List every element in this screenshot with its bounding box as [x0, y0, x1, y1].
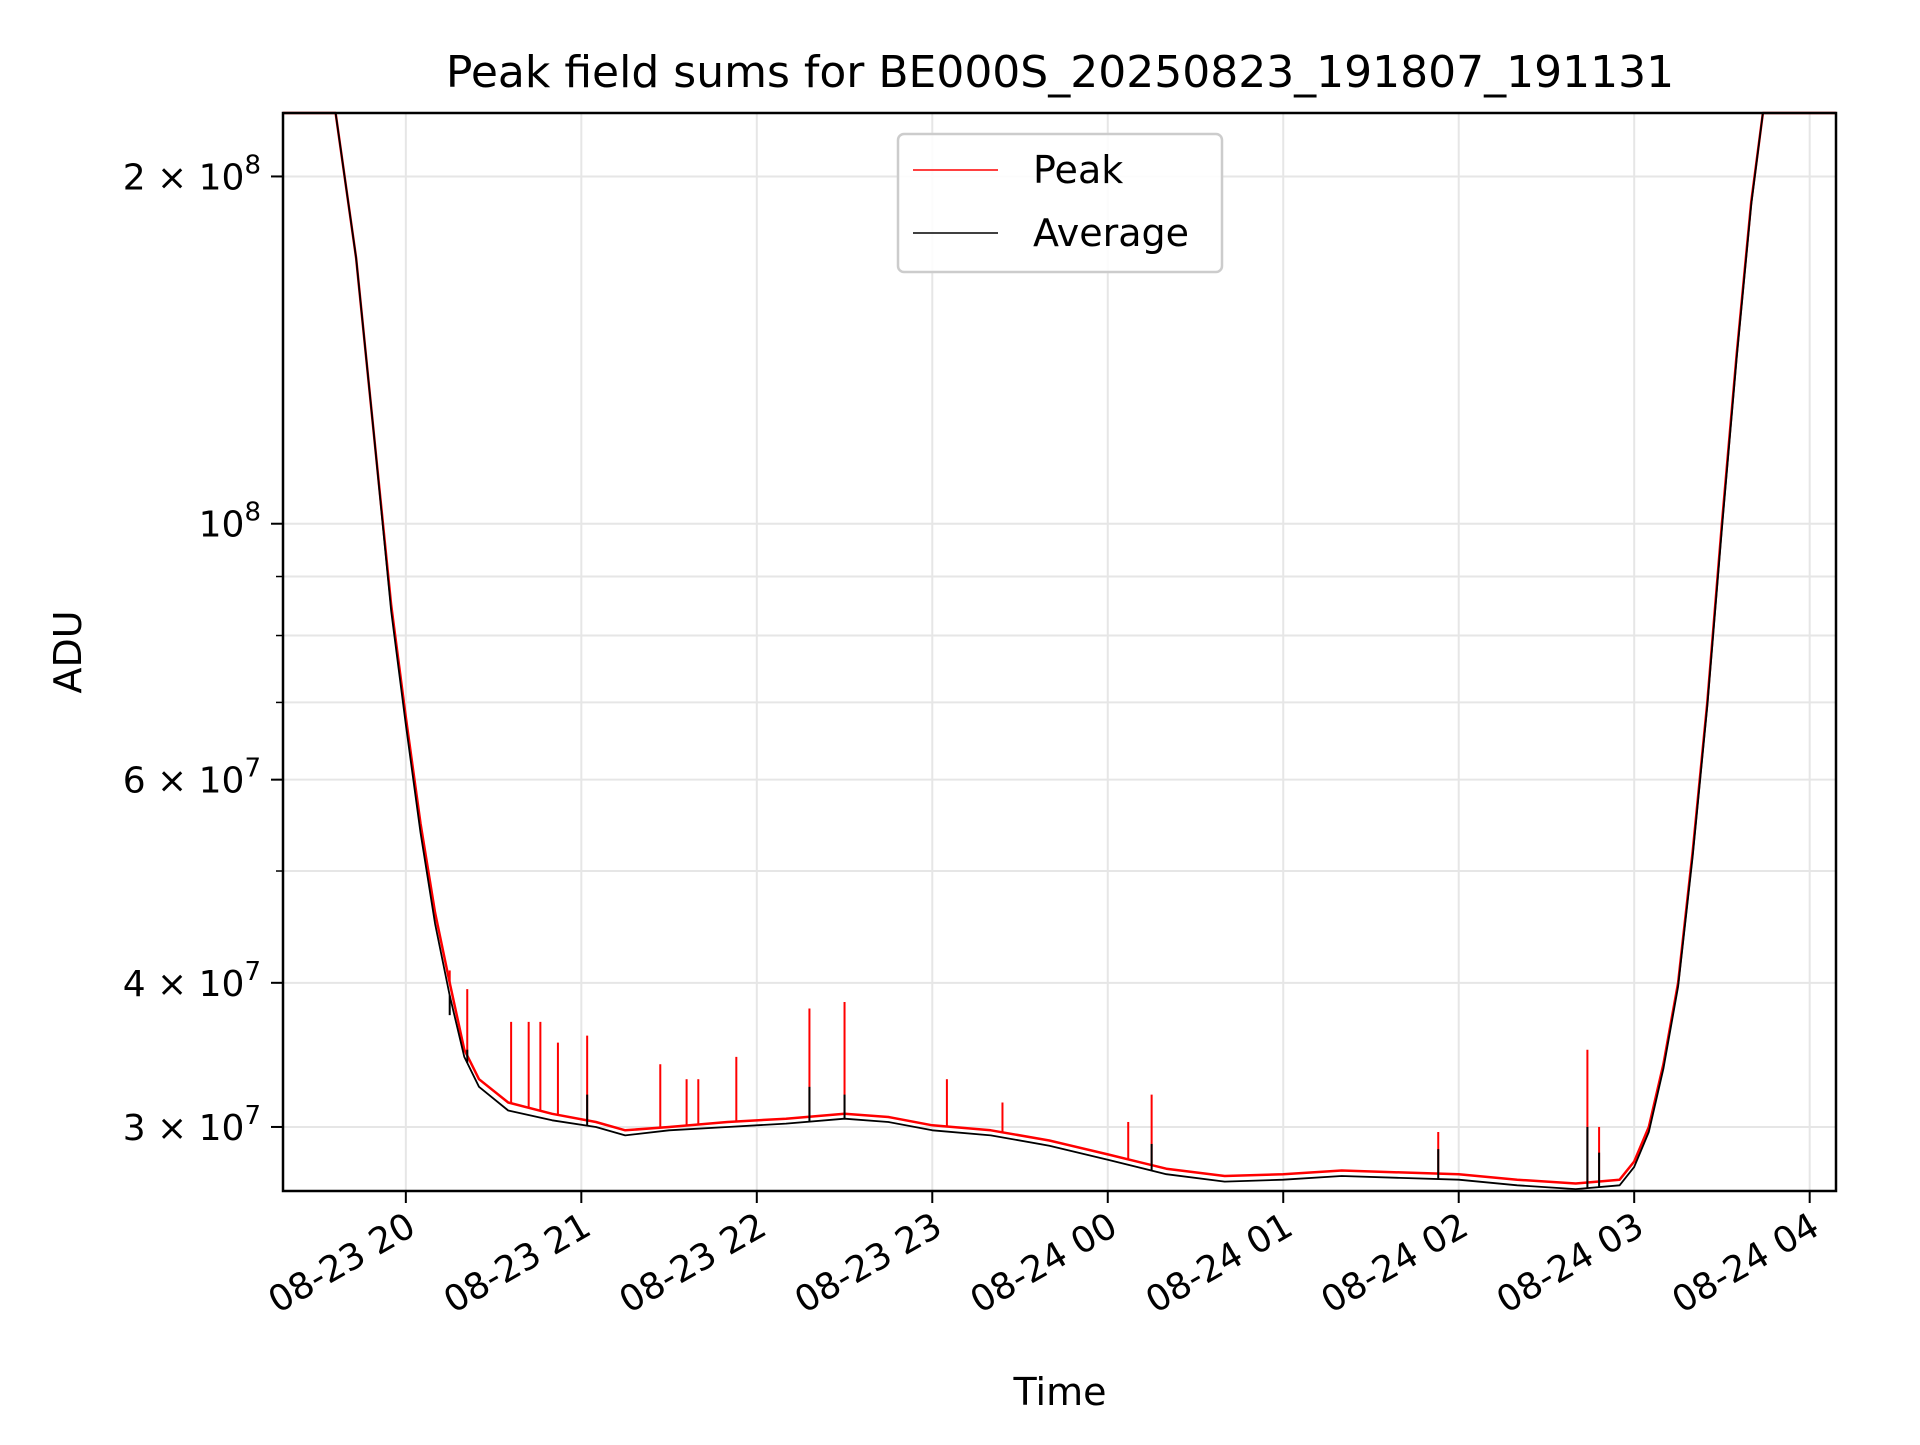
series-layer — [283, 111, 1836, 1190]
legend-label-average: Average — [1033, 211, 1189, 255]
series-line-average — [283, 112, 1836, 1190]
legend-box — [896, 132, 1224, 274]
x-axis-label: Time — [1013, 1370, 1107, 1414]
legend: Peak Average — [896, 132, 1224, 274]
y-tick-label: 4 × 107 — [123, 957, 261, 1005]
y-tick-label: 2 × 108 — [123, 150, 261, 198]
y-axis-label: ADU — [46, 610, 90, 693]
legend-label-peak: Peak — [1033, 148, 1123, 192]
y-tick-label: 3 × 107 — [123, 1101, 261, 1149]
chart-title: Peak field sums for BE000S_20250823_1918… — [446, 47, 1674, 98]
grid — [283, 113, 1836, 1191]
plot-frame — [281, 111, 1838, 1193]
y-tick-label: 6 × 107 — [123, 754, 261, 802]
